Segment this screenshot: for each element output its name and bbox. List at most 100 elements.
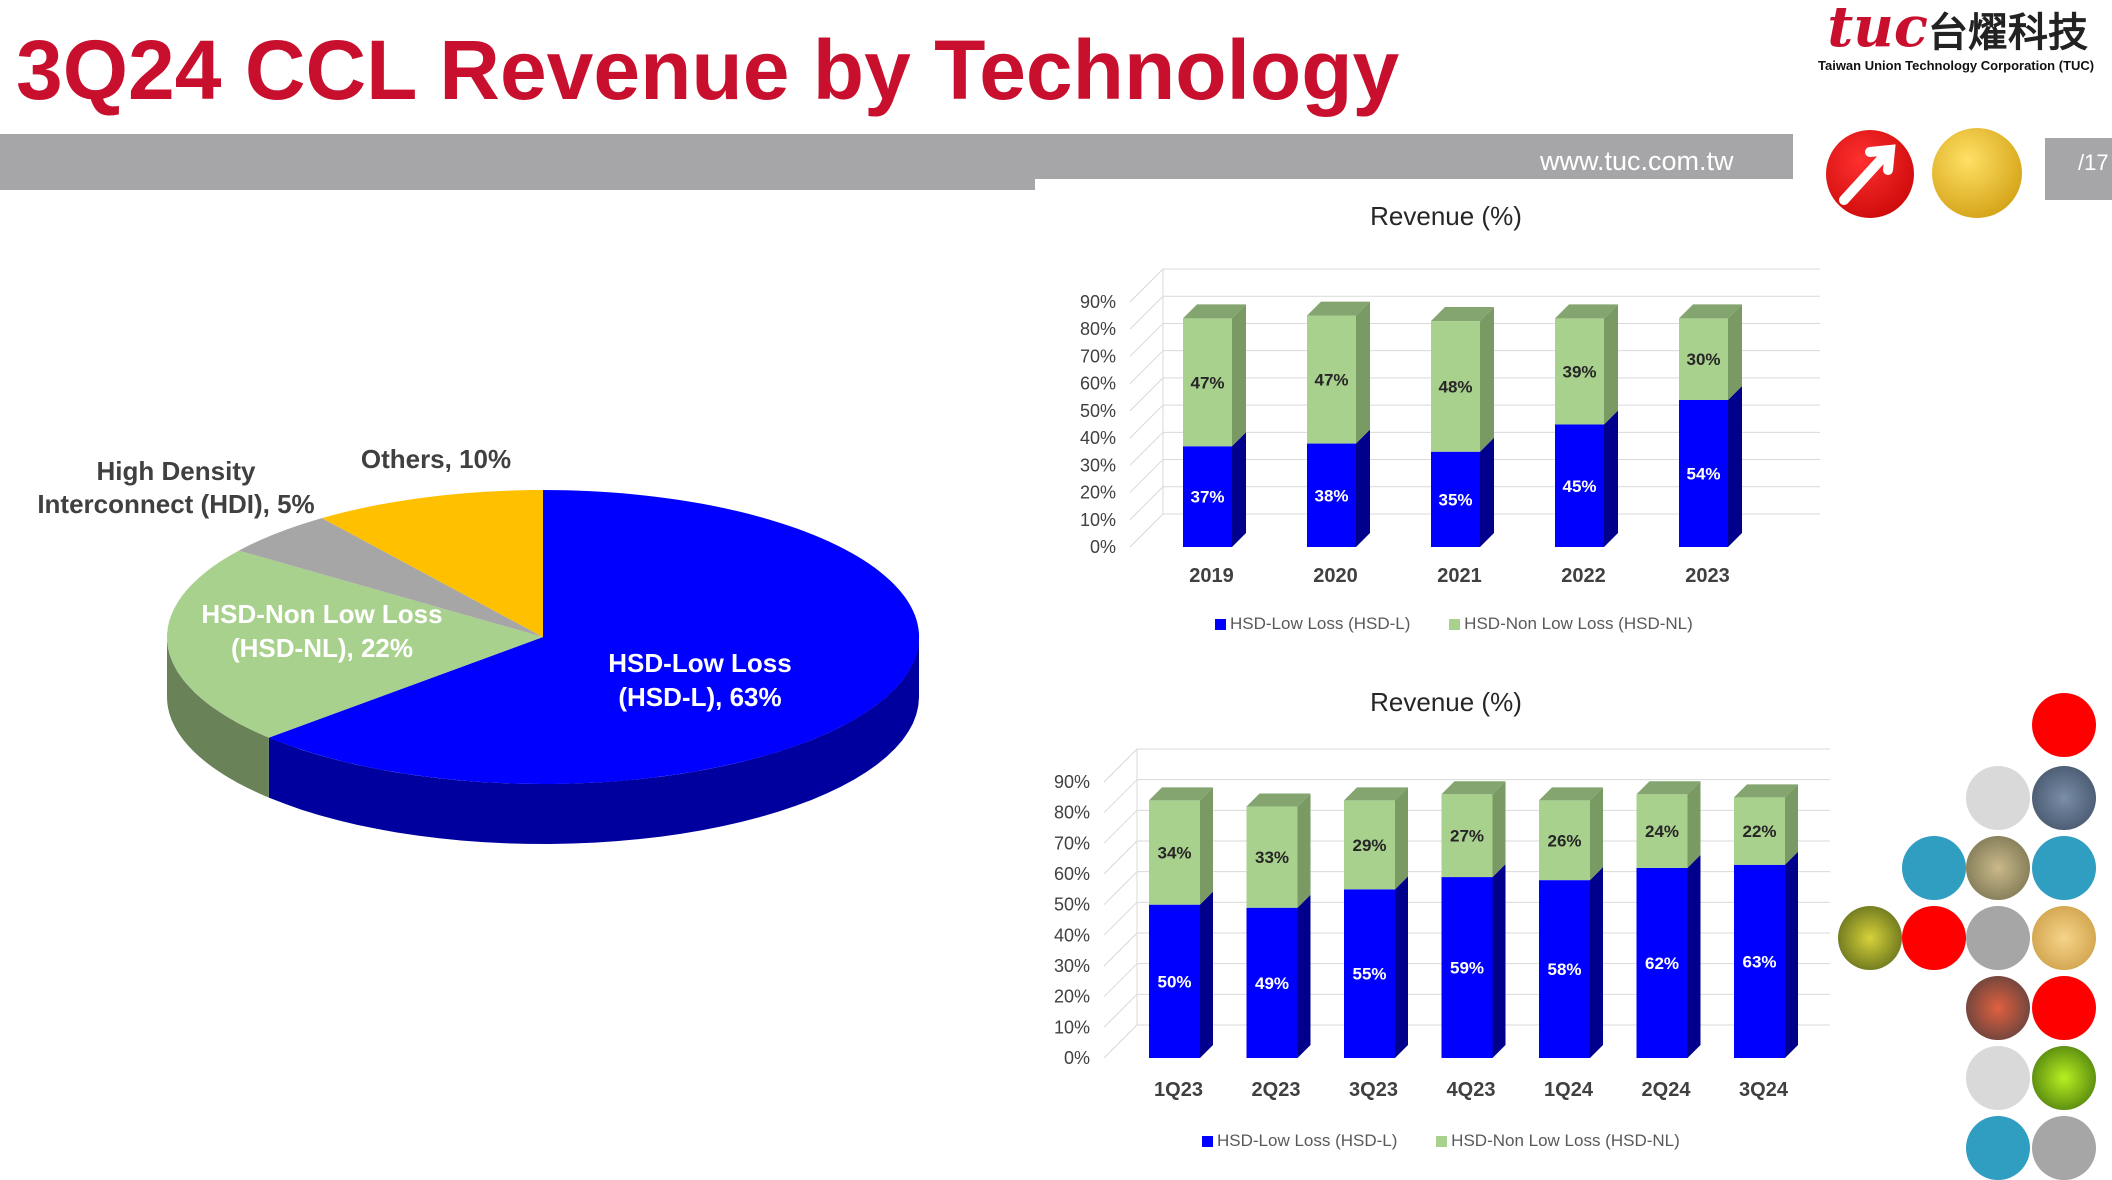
data-label-hsd-nl: 39% xyxy=(1562,362,1596,381)
chart-title: Revenue (%) xyxy=(1370,201,1522,231)
logo-company-name: Taiwan Union Technology Corporation (TUC… xyxy=(1818,58,2095,73)
bar-hsd-l xyxy=(1555,424,1604,547)
bar-hsd-nl-side xyxy=(1200,787,1213,905)
decor-circle-red xyxy=(2032,693,2096,757)
decor-circle-red xyxy=(1902,906,1966,970)
bar-hsd-nl xyxy=(1636,794,1688,868)
bar-top xyxy=(1636,781,1701,795)
y-tick-label: 80% xyxy=(1054,803,1090,823)
bar-hsd-l-side xyxy=(1604,410,1618,547)
bar-hsd-nl xyxy=(1555,318,1604,425)
legend-label-hsd-l: HSD-Low Loss (HSD-L) xyxy=(1217,1131,1398,1150)
bar-hsd-nl xyxy=(1344,800,1395,890)
bar-hsd-nl-side xyxy=(1297,793,1311,908)
data-label-hsd-nl: 22% xyxy=(1742,822,1776,841)
gridline-side xyxy=(1129,350,1164,385)
legend-swatch-hsd-nl xyxy=(1449,619,1461,631)
x-tick-label: 3Q24 xyxy=(1739,1079,1789,1101)
data-label-hsd-l: 55% xyxy=(1352,965,1386,984)
bar-hsd-nl xyxy=(1307,315,1356,444)
pie-slice-3 xyxy=(322,490,543,637)
x-tick-label: 2Q23 xyxy=(1252,1079,1301,1101)
data-label-hsd-l: 62% xyxy=(1645,954,1679,973)
page-number-box xyxy=(2045,138,2112,200)
gridline-side xyxy=(1129,486,1164,521)
bar-chart-quarterly-legend: HSD-Low Loss (HSD-L) HSD-Non Low Loss (H… xyxy=(1202,1131,1680,1151)
data-label-hsd-l: 38% xyxy=(1314,486,1348,505)
legend-item-hsd-l: HSD-Low Loss (HSD-L) xyxy=(1202,1131,1397,1150)
y-tick-label: 0% xyxy=(1064,1048,1090,1068)
header-band-right xyxy=(1035,134,1793,179)
gridline-side xyxy=(1103,963,1138,998)
bar-hsd-l xyxy=(1183,446,1232,547)
y-tick-label: 40% xyxy=(1054,925,1090,945)
y-tick-label: 70% xyxy=(1054,833,1090,853)
pie-label-1: HSD-Non Low Loss (HSD-NL), 22% xyxy=(201,599,442,663)
pie-slice-side xyxy=(268,637,919,844)
data-label-hsd-nl: 27% xyxy=(1450,827,1484,846)
bar-hsd-nl-side xyxy=(1728,304,1742,400)
pie-slice-1 xyxy=(167,550,543,738)
chart-title: Revenue (%) xyxy=(1370,687,1522,717)
bar-hsd-nl-side xyxy=(1590,787,1603,881)
decor-circle-teal xyxy=(1966,1116,2030,1180)
x-tick-label: 2021 xyxy=(1437,565,1482,587)
bar-hsd-l-side xyxy=(1687,854,1701,1058)
gridline-side xyxy=(1103,1024,1138,1059)
legend-swatch-hsd-nl xyxy=(1436,1136,1448,1148)
x-tick-label: 2023 xyxy=(1685,565,1730,587)
bar-chart-annual-legend: HSD-Low Loss (HSD-L) HSD-Non Low Loss (H… xyxy=(1215,614,1693,634)
pie-slice-0 xyxy=(268,489,920,784)
y-tick-label: 50% xyxy=(1054,895,1090,915)
bar-hsd-nl-side xyxy=(1480,307,1494,452)
gridline-side xyxy=(1129,377,1164,412)
decor-circle-photo xyxy=(2032,906,2096,970)
data-label-hsd-l: 58% xyxy=(1547,960,1581,979)
decor-circle-photo xyxy=(1838,906,1902,970)
bar-hsd-l xyxy=(1679,400,1728,547)
data-label-hsd-l: 37% xyxy=(1190,488,1224,507)
gridline-side xyxy=(1129,431,1164,466)
gridline-side xyxy=(1103,809,1138,844)
slide-title: 3Q24 CCL Revenue by Technology xyxy=(16,23,1400,117)
data-label-hsd-l: 45% xyxy=(1562,477,1596,496)
bar-top xyxy=(1183,304,1246,319)
gridline-side xyxy=(1103,871,1138,906)
gridline-side xyxy=(1103,901,1138,936)
bar-top xyxy=(1555,304,1618,319)
gridline-side xyxy=(1103,748,1138,783)
data-label-hsd-nl: 24% xyxy=(1645,822,1679,841)
bar-hsd-nl-side xyxy=(1687,781,1701,868)
legend-item-hsd-l: HSD-Low Loss (HSD-L) xyxy=(1215,614,1410,633)
decor-circle-lightgray xyxy=(1966,1046,2030,1110)
data-label-hsd-l: 59% xyxy=(1450,959,1484,978)
y-tick-label: 20% xyxy=(1080,483,1116,503)
bar-top xyxy=(1344,787,1408,801)
bar-hsd-nl-side xyxy=(1232,304,1246,447)
y-tick-label: 70% xyxy=(1080,346,1116,366)
bar-hsd-l-side xyxy=(1200,891,1213,1058)
pie-slice-side xyxy=(167,637,269,798)
bar-hsd-nl xyxy=(1183,318,1232,447)
x-tick-label: 2019 xyxy=(1189,565,1234,587)
y-tick-label: 90% xyxy=(1080,292,1116,312)
red-arrow-ball-icon xyxy=(1826,130,1914,218)
gridline-side xyxy=(1129,459,1164,493)
bar-hsd-l xyxy=(1149,904,1200,1058)
data-label-hsd-nl: 29% xyxy=(1352,836,1386,855)
gold-ball-icon xyxy=(1932,128,2022,218)
gridline-side xyxy=(1103,993,1138,1028)
bar-hsd-l-side xyxy=(1492,864,1506,1058)
bar-hsd-l-side xyxy=(1480,437,1494,547)
y-tick-label: 60% xyxy=(1080,374,1116,394)
data-label-hsd-l: 63% xyxy=(1742,952,1776,971)
decor-circle-photo xyxy=(2032,766,2096,830)
bar-hsd-l-side xyxy=(1728,386,1742,547)
bar-hsd-nl xyxy=(1441,794,1493,878)
bar-top xyxy=(1307,301,1370,316)
bar-hsd-nl xyxy=(1149,800,1200,905)
bar-chart-annual: Revenue (%) 0% 10% 20% 30% 40% 50% 60% 70% 80% 90%… xyxy=(1080,201,1820,587)
gridline-side xyxy=(1129,323,1164,357)
data-label-hsd-nl: 33% xyxy=(1255,848,1289,867)
decor-circle-lightgray xyxy=(1966,766,2030,830)
